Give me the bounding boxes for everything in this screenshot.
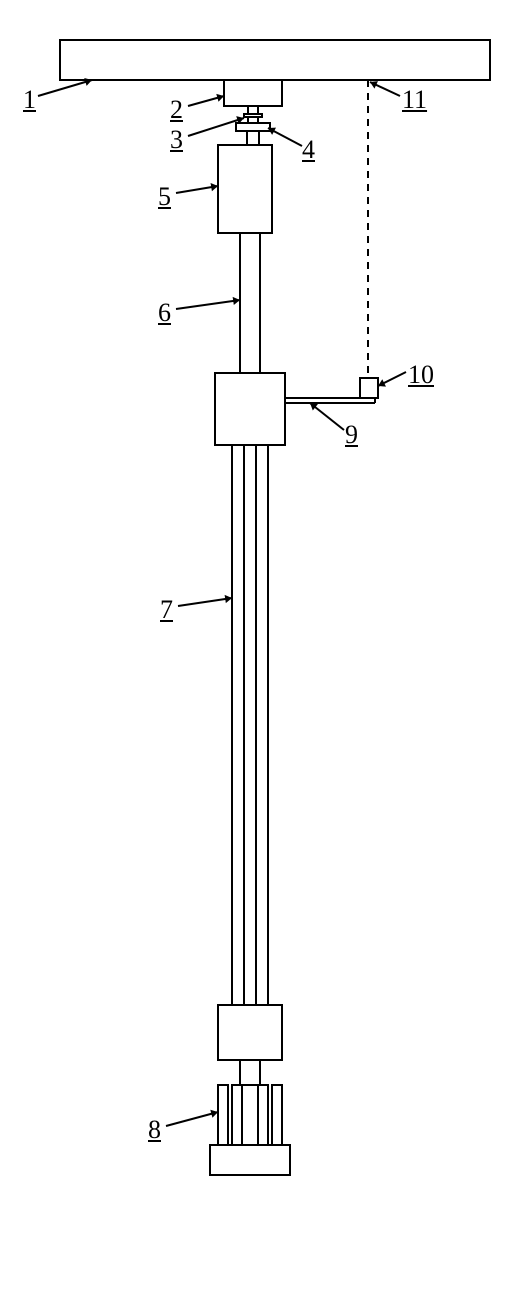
part-label-2: 2 (170, 95, 183, 125)
part-label-8: 8 (148, 1115, 161, 1145)
part-label-7: 7 (160, 595, 173, 625)
part-label-5: 5 (158, 182, 171, 212)
part-label-10: 10 (408, 360, 434, 390)
part-label-6: 6 (158, 298, 171, 328)
part-label-3: 3 (170, 125, 183, 155)
part-label-9: 9 (345, 420, 358, 450)
part-label-11: 11 (402, 85, 427, 115)
part-label-4: 4 (302, 135, 315, 165)
part-label-1: 1 (23, 85, 36, 115)
mechanical-diagram (0, 0, 530, 1289)
